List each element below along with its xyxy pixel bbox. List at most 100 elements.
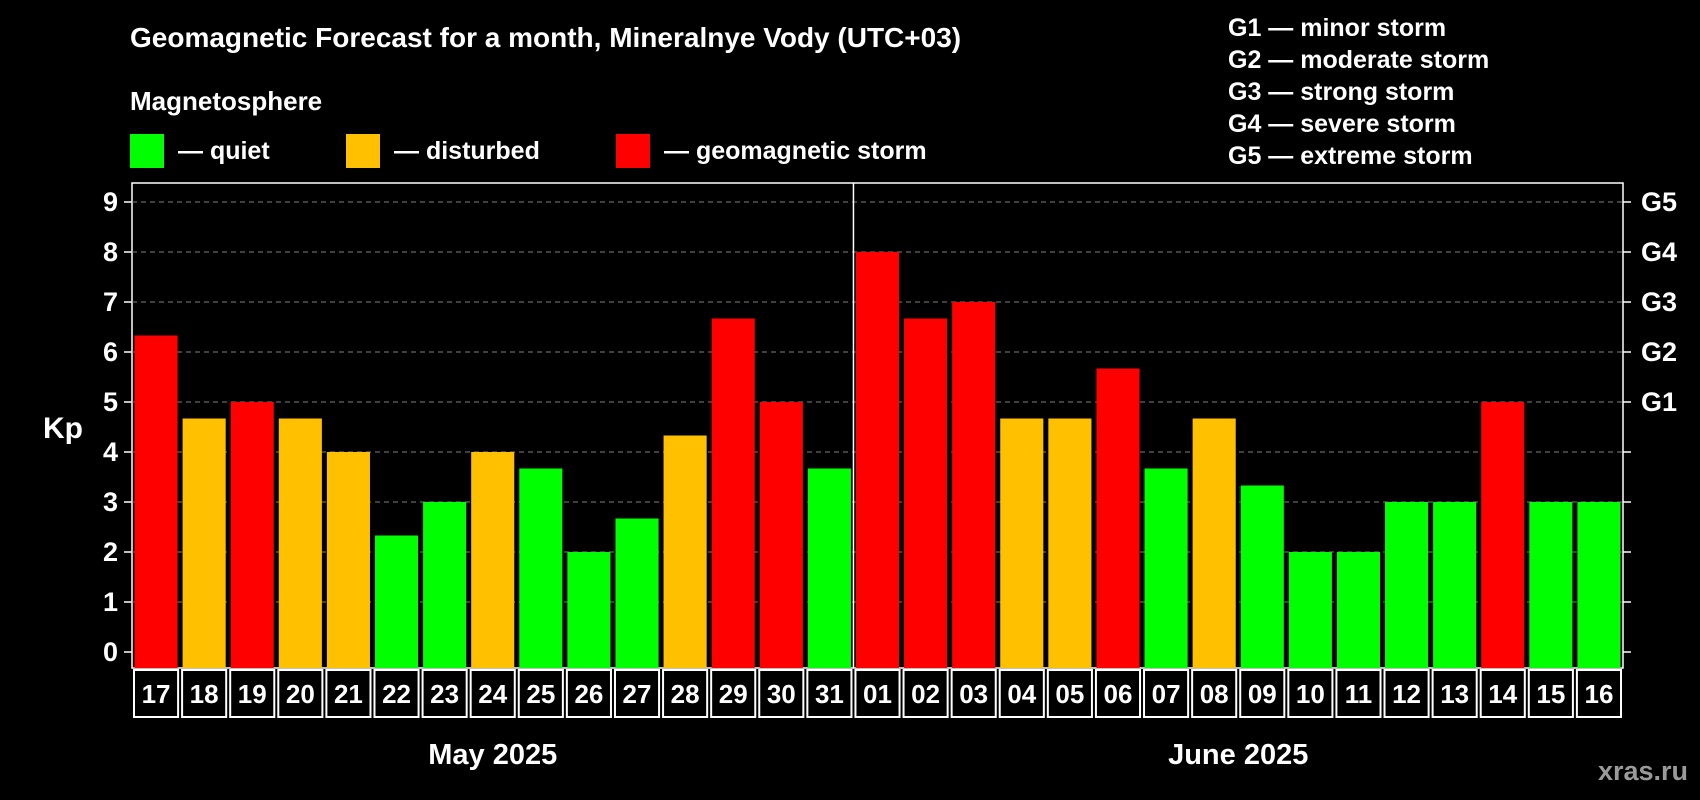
day-label-box [565, 669, 612, 718]
x-tick-label: 22 [382, 679, 411, 709]
x-tick-label: 02 [911, 679, 940, 709]
day-label-box [1575, 669, 1622, 718]
x-tick-label: 15 [1536, 679, 1565, 709]
legend-swatch-disturbed [346, 134, 380, 168]
right-axis-label: G5 [1641, 187, 1677, 217]
day-label-box [517, 669, 564, 718]
day-label-box [613, 669, 661, 718]
day-label-box [1479, 669, 1526, 718]
x-tick-label: 05 [1055, 679, 1084, 709]
x-tick-label: 29 [719, 679, 748, 709]
bar [1144, 468, 1188, 668]
bar [904, 318, 948, 668]
storm-scale-g3: G3 — strong storm [1228, 78, 1455, 106]
x-tick-label: 01 [863, 679, 892, 709]
y-tick-label: 3 [103, 487, 118, 517]
y-axis-label: Kp [43, 412, 83, 445]
x-tick-label: 04 [1007, 679, 1036, 709]
legend-item-storm: — geomagnetic storm [616, 134, 927, 168]
x-tick-label: 12 [1392, 679, 1421, 709]
x-tick-label: 27 [623, 679, 652, 709]
day-label-box [902, 669, 949, 718]
day-label-box [1527, 669, 1574, 718]
day-label-box [758, 669, 805, 718]
bar [471, 452, 515, 668]
day-label-box [1143, 669, 1190, 718]
legend-swatch-storm [616, 134, 650, 168]
day-label-box [1335, 669, 1382, 718]
day-label-box [1094, 669, 1142, 718]
bar [1096, 368, 1140, 668]
bar [1288, 552, 1332, 668]
bar [182, 418, 226, 668]
day-label-box [806, 669, 853, 718]
x-tick-label: 31 [815, 679, 844, 709]
x-tick-label: 14 [1488, 679, 1517, 709]
y-tick-label: 0 [103, 637, 118, 667]
bar [567, 552, 611, 668]
day-label-box [662, 669, 709, 718]
x-tick-label: 17 [142, 679, 171, 709]
bar [1048, 418, 1092, 668]
y-tick-label: 5 [103, 387, 118, 417]
x-tick-label: 11 [1345, 679, 1373, 709]
x-tick-label: 19 [238, 679, 267, 709]
y-tick-label: 2 [103, 537, 118, 567]
storm-scale-g2: G2 — moderate storm [1228, 46, 1490, 74]
page-title: Geomagnetic Forecast for a month, Minera… [130, 22, 962, 53]
x-tick-label: 18 [190, 679, 219, 709]
bar [1385, 502, 1429, 668]
day-label-box [277, 669, 324, 718]
month-label: June 2025 [1168, 739, 1308, 771]
bar [1240, 485, 1284, 668]
day-label-box [181, 669, 228, 718]
day-label-box [1431, 669, 1478, 718]
legend-title: Magnetosphere [130, 86, 323, 116]
bar [134, 335, 178, 668]
bar [1577, 502, 1621, 668]
x-tick-label: 13 [1440, 679, 1469, 709]
bar [278, 418, 322, 668]
bar [519, 468, 563, 668]
storm-scale-g1: G1 — minor storm [1228, 14, 1447, 42]
day-label-box [1191, 669, 1238, 718]
legend-item-quiet: — quiet [130, 134, 270, 168]
storm-scale-g4: G4 — severe storm [1228, 110, 1456, 138]
y-tick-label: 8 [103, 237, 118, 267]
y-tick-label: 7 [103, 287, 118, 317]
day-label-box [325, 669, 372, 718]
bar [230, 402, 274, 668]
bar [855, 252, 900, 668]
day-label-box [710, 669, 757, 718]
bar [807, 468, 851, 668]
day-label-box [950, 669, 997, 718]
bar [1481, 402, 1525, 668]
bar [326, 452, 370, 668]
right-axis-label: G2 [1641, 337, 1677, 367]
x-tick-label: 16 [1584, 679, 1613, 709]
x-tick-label: 20 [286, 679, 315, 709]
storm-scale-list: G1 — minor storm G2 — moderate storm G3 … [1228, 12, 1489, 172]
x-tick-label: 06 [1104, 679, 1133, 709]
x-tick-label: 09 [1248, 679, 1277, 709]
y-tick-label: 4 [103, 437, 118, 467]
bar [1433, 502, 1477, 668]
bar [1336, 552, 1381, 668]
bar [663, 435, 707, 668]
bar [1000, 418, 1044, 668]
day-label-box [469, 669, 516, 718]
x-tick-label: 26 [574, 679, 603, 709]
day-label-box [229, 669, 276, 718]
legend-item-disturbed: — disturbed [346, 134, 540, 168]
day-label-box [373, 669, 420, 718]
bar [711, 318, 755, 668]
legend-label-quiet: — quiet [178, 136, 270, 165]
x-tick-label: 10 [1296, 679, 1325, 709]
x-tick-label: 30 [767, 679, 796, 709]
storm-scale-g5: G5 — extreme storm [1228, 142, 1473, 170]
bar [615, 518, 659, 668]
right-axis-label: G4 [1641, 237, 1677, 267]
day-label-box [1046, 669, 1093, 718]
day-label-box [133, 669, 180, 718]
